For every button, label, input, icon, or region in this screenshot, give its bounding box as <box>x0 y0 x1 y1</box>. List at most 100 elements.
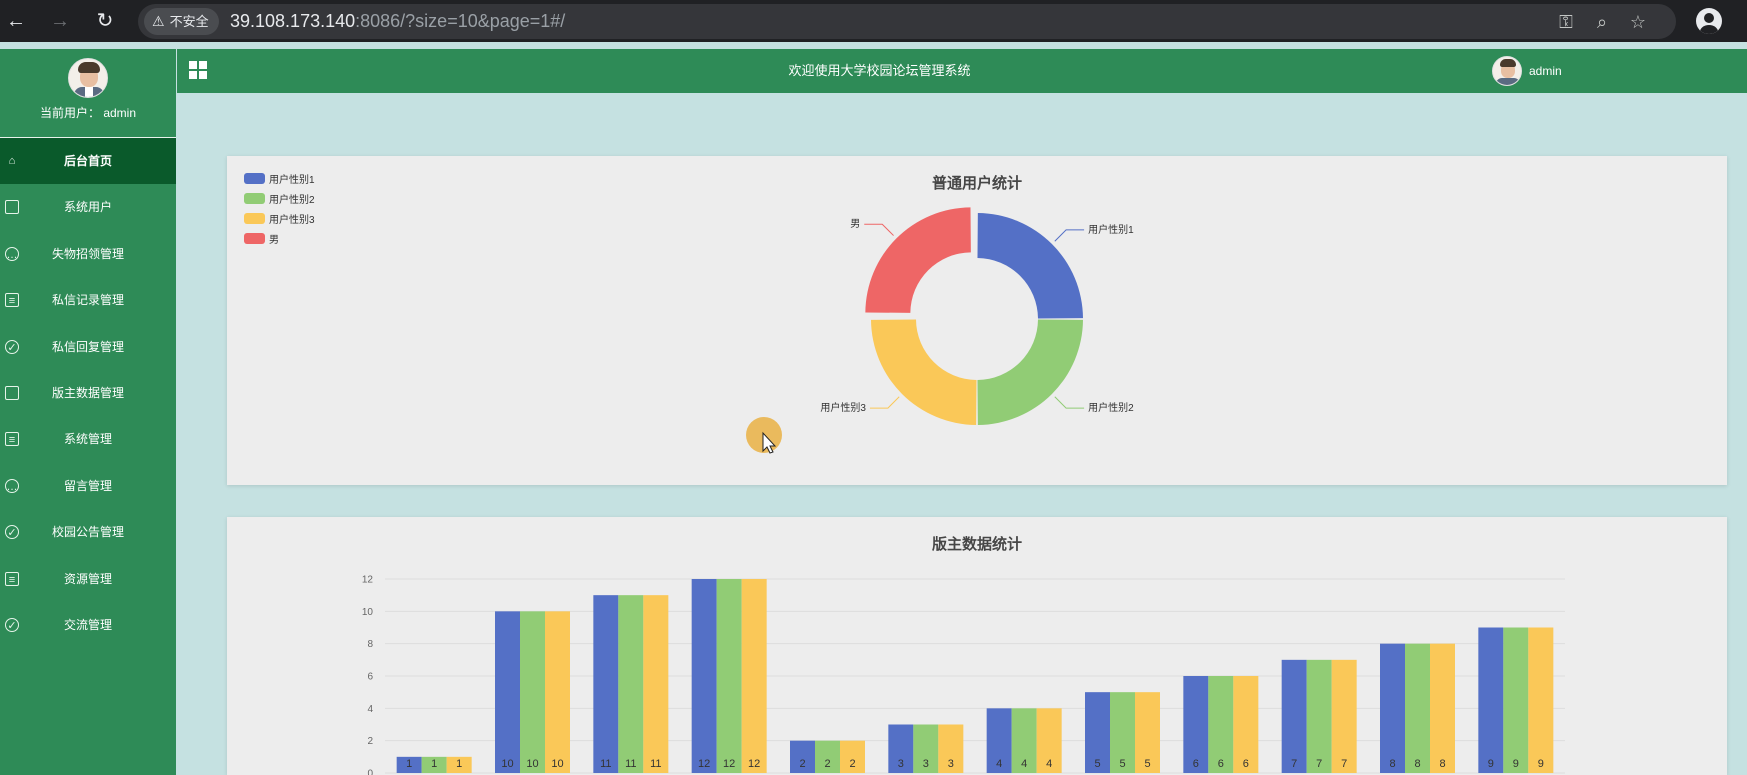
bar[interactable] <box>1478 627 1504 774</box>
bar[interactable] <box>1183 676 1209 773</box>
address-bar[interactable]: ⚠ 不安全 39.108.173.140:8086/?size=10&page=1… <box>138 4 1676 39</box>
bar[interactable] <box>691 579 717 773</box>
bar-value-label: 4 <box>996 758 1002 770</box>
bar[interactable] <box>1085 692 1110 773</box>
bar[interactable] <box>1208 676 1234 773</box>
legend-item[interactable]: 用户性别2 <box>244 191 315 211</box>
current-user-label: 当前用户： <box>39 106 100 120</box>
forward-arrow-icon[interactable]: → <box>50 10 70 32</box>
bar-value-label: 3 <box>898 758 904 770</box>
sidebar-item[interactable]: ≡ 私信记录管理 <box>0 277 176 323</box>
bar-value-label: 8 <box>1439 758 1445 770</box>
bar[interactable] <box>1233 676 1259 773</box>
bar[interactable] <box>643 595 669 773</box>
pie-label-line <box>864 223 894 236</box>
sidebar-item[interactable]: ✓ 交流管理 <box>0 602 176 648</box>
bar[interactable] <box>986 708 1012 773</box>
sidebar-item[interactable]: ⌂ 后台首页 <box>0 138 176 185</box>
legend-label: 用户性别2 <box>269 195 315 206</box>
bar[interactable] <box>446 756 472 773</box>
grid-menu-icon[interactable] <box>189 61 207 79</box>
bar-value-label: 4 <box>1046 758 1052 770</box>
bar-value-label: 1 <box>406 758 412 770</box>
legend-label: 用户性别3 <box>269 215 315 226</box>
bar[interactable] <box>1011 708 1037 773</box>
bar[interactable] <box>495 611 520 773</box>
pie-label-line <box>1054 396 1085 409</box>
bar-value-label: 10 <box>551 758 563 770</box>
y-tick-label: 6 <box>367 672 373 683</box>
header-username[interactable]: admin <box>1529 64 1562 78</box>
header-title: 欢迎使用大学校园论坛管理系统 <box>788 63 971 78</box>
bar[interactable] <box>1281 659 1307 773</box>
y-tick-label: 10 <box>362 607 374 618</box>
security-chip[interactable]: ⚠ 不安全 <box>144 8 219 35</box>
bar[interactable] <box>396 756 422 773</box>
sidebar-item[interactable]: ✓ 私信回复管理 <box>0 324 176 370</box>
back-arrow-icon[interactable]: ← <box>6 10 26 32</box>
bar[interactable] <box>1380 643 1405 773</box>
bar[interactable] <box>1405 643 1430 773</box>
legend-item[interactable]: 男 <box>244 231 315 251</box>
bar[interactable] <box>593 595 619 773</box>
star-icon[interactable]: ☆ <box>1629 12 1647 32</box>
reload-icon[interactable]: ↻ <box>96 10 114 32</box>
bar[interactable] <box>790 740 815 773</box>
bar[interactable] <box>1331 659 1357 773</box>
profile-icon[interactable] <box>1696 8 1722 34</box>
bar[interactable] <box>1528 627 1554 774</box>
header-avatar[interactable] <box>1492 56 1522 86</box>
bar[interactable] <box>1135 692 1160 773</box>
current-user-text: 当前用户： admin <box>0 104 176 121</box>
bar-value-label: 11 <box>600 758 611 770</box>
chart-title: 普通用户统计 <box>931 175 1022 192</box>
bar[interactable] <box>1110 692 1135 773</box>
sidebar-item[interactable]: ≡ 系统管理 <box>0 416 176 462</box>
donut-chart: 用户性别1 用户性别2 用户性别3 男 <box>746 207 1134 454</box>
bar[interactable] <box>1306 659 1332 773</box>
bar[interactable] <box>888 724 914 774</box>
url-text[interactable]: 39.108.173.140:8086/?size=10&page=1#/ <box>230 4 565 39</box>
pie-slice[interactable] <box>977 319 1083 425</box>
bar[interactable] <box>1503 627 1529 774</box>
bar-value-label: 8 <box>1414 758 1420 770</box>
sidebar-item[interactable]: 系统用户 <box>0 184 176 230</box>
sidebar-item[interactable]: ✓ 校园公告管理 <box>0 509 176 555</box>
bar[interactable] <box>1430 643 1455 773</box>
sidebar-item[interactable]: … 留言管理 <box>0 463 176 509</box>
sidebar-item-label: 私信回复管理 <box>51 339 124 354</box>
bar[interactable] <box>520 611 545 773</box>
bar[interactable] <box>938 724 964 774</box>
sidebar-item[interactable]: 版主数据管理 <box>0 370 176 416</box>
legend-item[interactable]: 用户性别1 <box>244 171 315 191</box>
pie-slice[interactable] <box>865 207 971 313</box>
bar-value-label: 9 <box>1538 758 1544 770</box>
bar[interactable] <box>1036 708 1062 773</box>
bar[interactable] <box>815 740 840 773</box>
bar[interactable] <box>840 740 865 773</box>
legend-label: 男 <box>269 235 279 246</box>
bar-value-label: 5 <box>1144 758 1150 770</box>
bar[interactable] <box>741 579 767 773</box>
key-icon[interactable]: ⚿ <box>1559 12 1573 32</box>
pie-label-line <box>869 396 900 409</box>
browser-toolbar: ← → ↻ ⚠ 不安全 39.108.173.140:8086/?size=10&… <box>0 0 1747 42</box>
legend-label: 用户性别1 <box>269 175 315 186</box>
bar[interactable] <box>421 756 447 773</box>
bar[interactable] <box>716 579 742 773</box>
pie-slice[interactable] <box>977 213 1083 319</box>
bar[interactable] <box>618 595 644 773</box>
legend-item[interactable]: 用户性别3 <box>244 211 315 231</box>
zoom-icon[interactable]: ⌕ <box>1596 12 1608 32</box>
sidebar-item[interactable]: ≡ 资源管理 <box>0 556 176 602</box>
bar[interactable] <box>545 611 570 773</box>
legend-swatch <box>244 173 265 184</box>
sidebar-item[interactable]: … 失物招领管理 <box>0 231 176 277</box>
bar-value-label: 12 <box>698 758 710 770</box>
moderator-stats-card: 版主数据统计 0 2 4 6 8 10 12 1 1 1 10 10 10 11 11 11 12 12 12 2 2 2… <box>227 517 1727 775</box>
pie-slice[interactable] <box>871 319 977 425</box>
sidebar-user-panel: 当前用户： admin <box>0 58 176 138</box>
bar-value-label: 5 <box>1094 758 1100 770</box>
bar[interactable] <box>913 724 939 774</box>
